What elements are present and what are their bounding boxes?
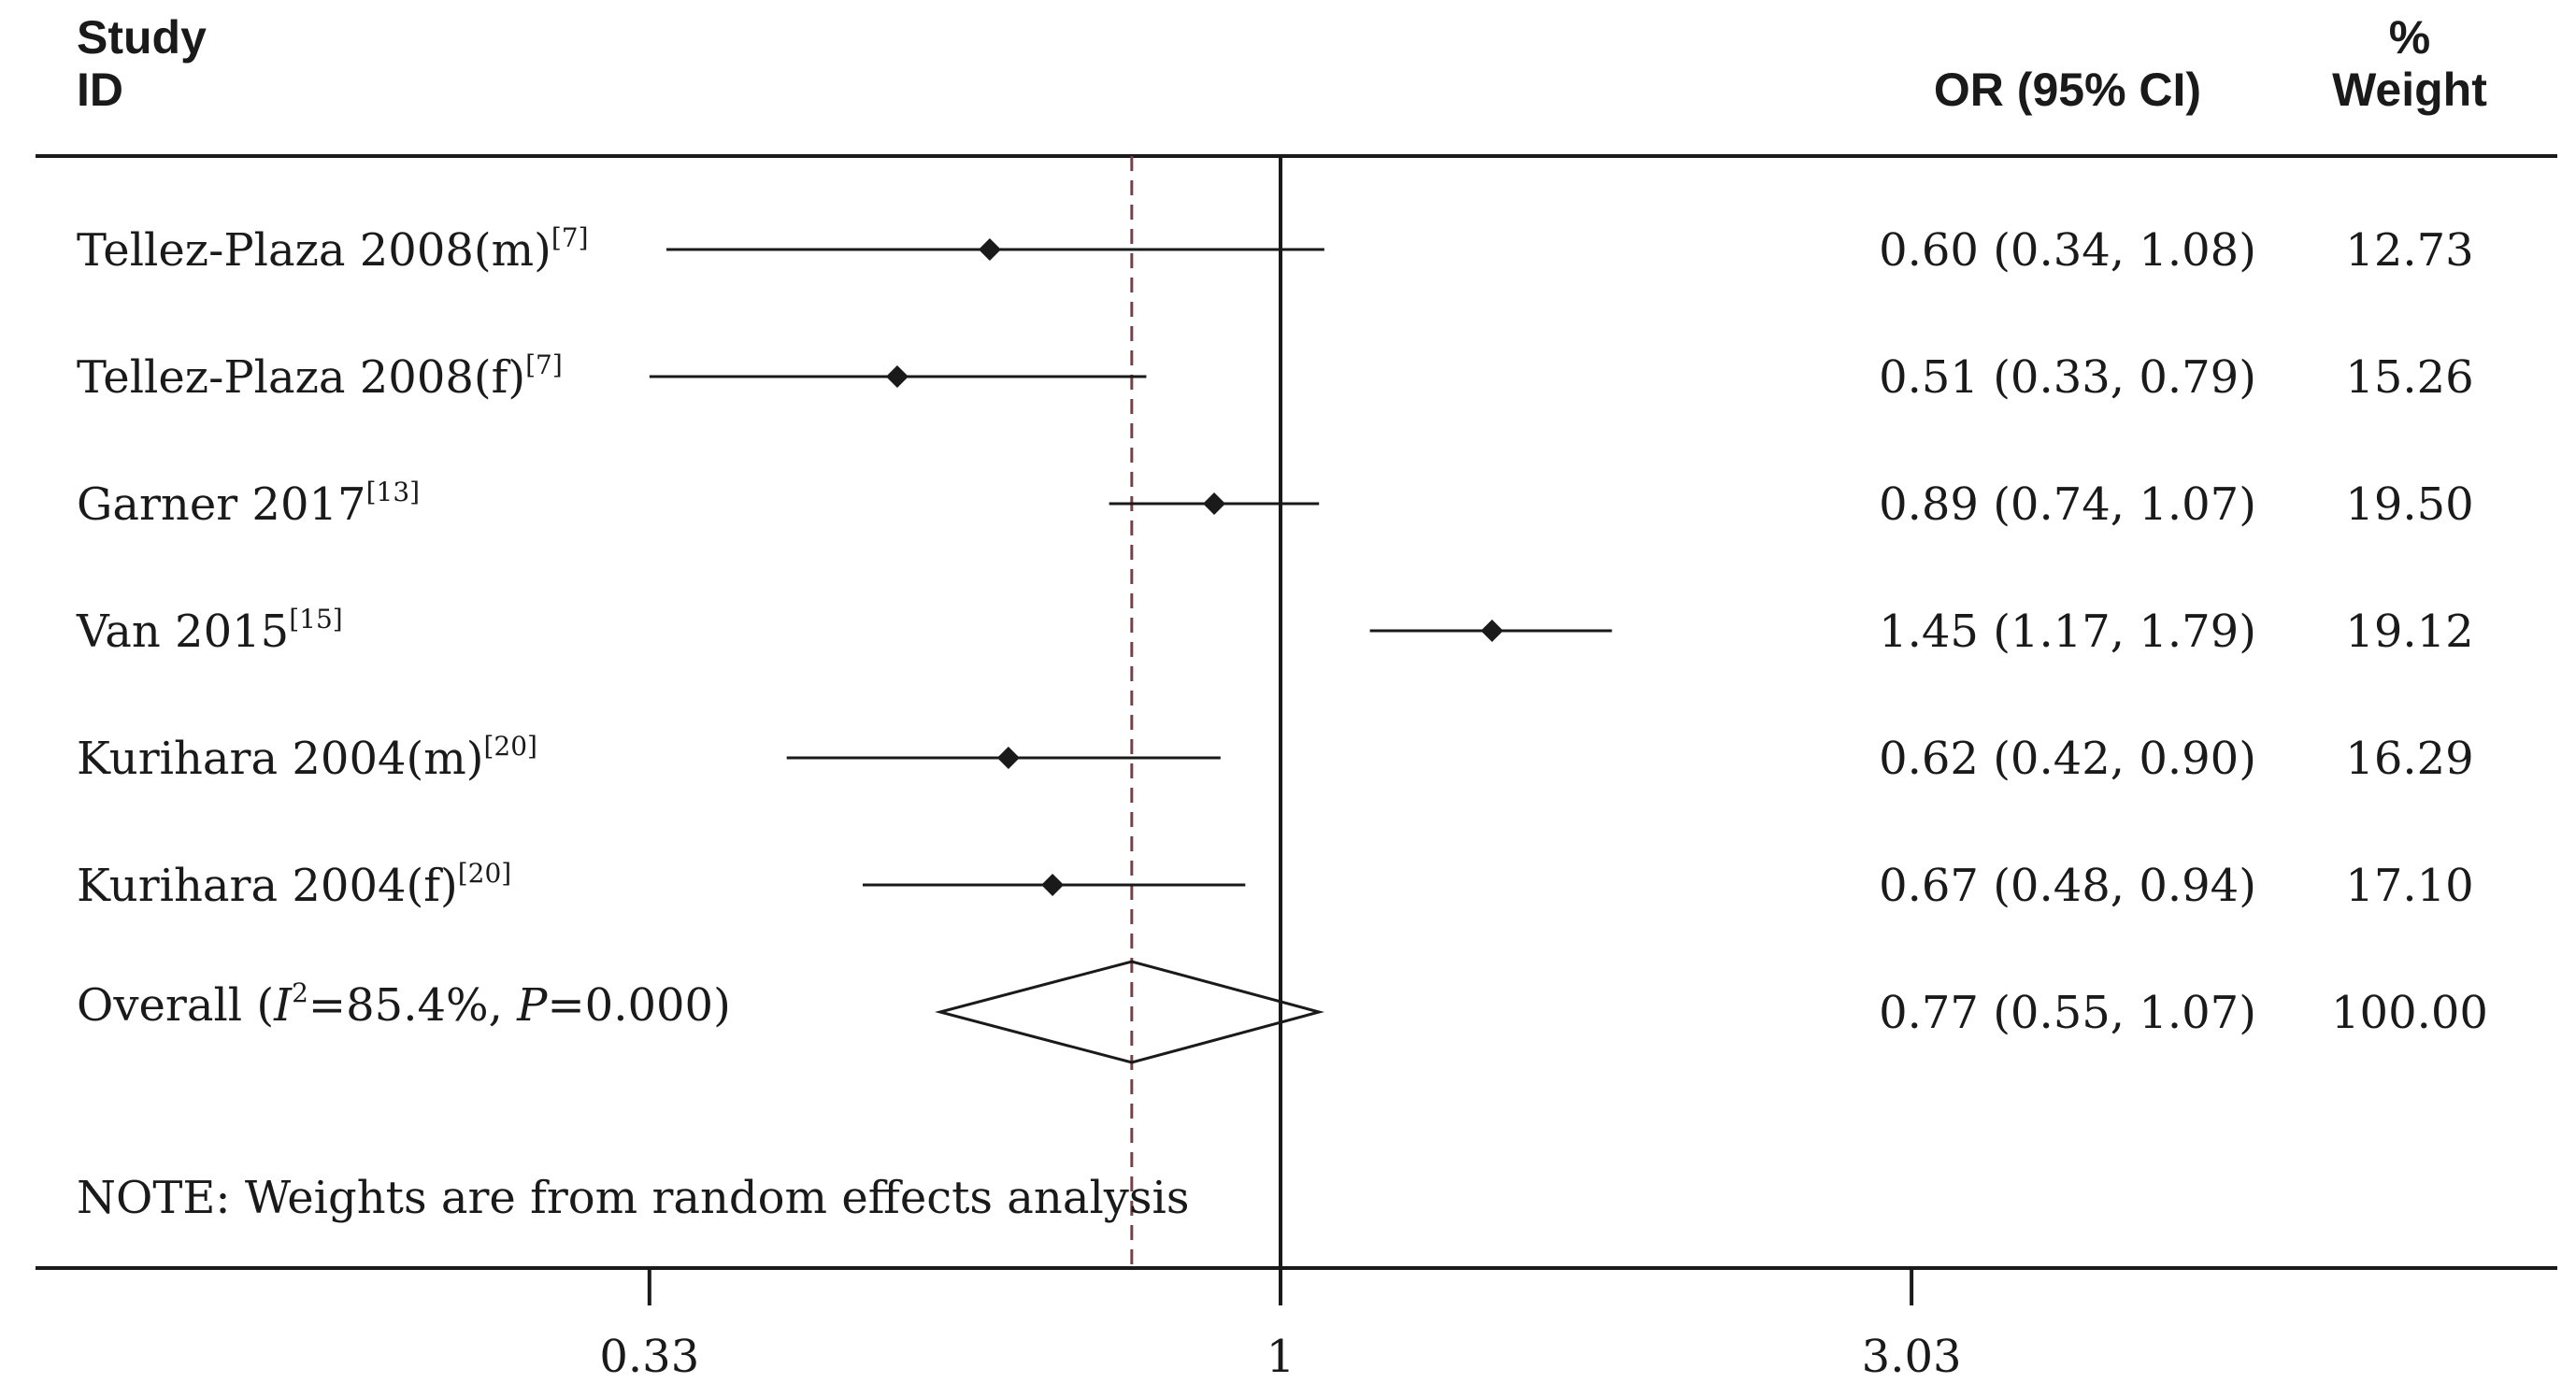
point-estimate-marker — [1203, 492, 1226, 515]
point-estimate-marker — [996, 747, 1020, 769]
study-rows: Tellez-Plaza 2008(m)[7] 0.60 (0.34, 1.08)… — [76, 222, 2474, 912]
x-tick-label: 3.03 — [1862, 1331, 1962, 1383]
study-row: Kurihara 2004(f)[20] 0.67 (0.48, 0.94) 17.… — [77, 858, 2474, 912]
point-estimate-marker — [1041, 874, 1065, 896]
x-tick-label: 1 — [1267, 1331, 1295, 1383]
header-weight: Weight — [2332, 64, 2487, 116]
study-row: Van 2015[15] 1.45 (1.17, 1.79) 19.12 — [76, 604, 2474, 658]
header-id: ID — [77, 64, 123, 116]
study-label: Garner 2017[13] — [77, 477, 420, 531]
weight-value: 19.50 — [2345, 478, 2473, 531]
x-tick-label: 0.33 — [599, 1331, 699, 1383]
study-row: Tellez-Plaza 2008(f)[7] 0.51 (0.33, 0.79)… — [77, 349, 2474, 404]
study-row: Garner 2017[13] 0.89 (0.74, 1.07) 19.50 — [77, 477, 2474, 531]
weight-value: 15.26 — [2345, 351, 2473, 404]
reference-lines — [1130, 156, 1282, 1268]
study-label: Tellez-Plaza 2008(m)[7] — [77, 222, 589, 277]
overall-label: Overall (I2=85.4%, P=0.000) — [77, 977, 731, 1032]
or-ci-value: 0.60 (0.34, 1.08) — [1879, 224, 2256, 277]
or-ci-value: 0.51 (0.33, 0.79) — [1879, 351, 2256, 404]
header-or-ci: OR (95% CI) — [1934, 64, 2201, 116]
point-estimate-marker — [978, 238, 1001, 261]
study-row: Kurihara 2004(m)[20] 0.62 (0.42, 0.90) 16.… — [77, 731, 2474, 785]
study-row: Tellez-Plaza 2008(m)[7] 0.60 (0.34, 1.08)… — [77, 222, 2474, 277]
or-ci-value: 0.62 (0.42, 0.90) — [1879, 733, 2256, 785]
header-weight-percent: % — [2389, 11, 2430, 64]
study-label: Kurihara 2004(f)[20] — [77, 858, 511, 912]
or-ci-value: 1.45 (1.17, 1.79) — [1879, 606, 2256, 658]
point-estimate-marker — [1481, 620, 1504, 642]
point-estimate-marker — [885, 365, 909, 388]
or-ci-value: 0.67 (0.48, 0.94) — [1879, 860, 2256, 912]
header-study: Study — [77, 11, 207, 64]
study-label: Van 2015[15] — [76, 604, 343, 658]
weight-value: 17.10 — [2345, 860, 2473, 912]
note-text: NOTE: Weights are from random effects an… — [77, 1172, 1190, 1224]
study-label: Tellez-Plaza 2008(f)[7] — [77, 349, 563, 404]
overall-row: Overall (I2=85.4%, P=0.000) 0.77 (0.55, … — [77, 960, 2488, 1064]
overall-diamond — [935, 960, 1324, 1064]
overall-weight-value: 100.00 — [2331, 987, 2488, 1039]
weight-value: 12.73 — [2345, 224, 2473, 277]
weight-value: 16.29 — [2345, 733, 2473, 785]
study-label: Kurihara 2004(m)[20] — [77, 731, 537, 785]
or-ci-value: 0.89 (0.74, 1.07) — [1879, 478, 2256, 531]
x-axis: 0.33 1 3.03 — [599, 1268, 1962, 1383]
overall-or-ci-value: 0.77 (0.55, 1.07) — [1879, 987, 2256, 1039]
weight-value: 19.12 — [2345, 606, 2473, 658]
